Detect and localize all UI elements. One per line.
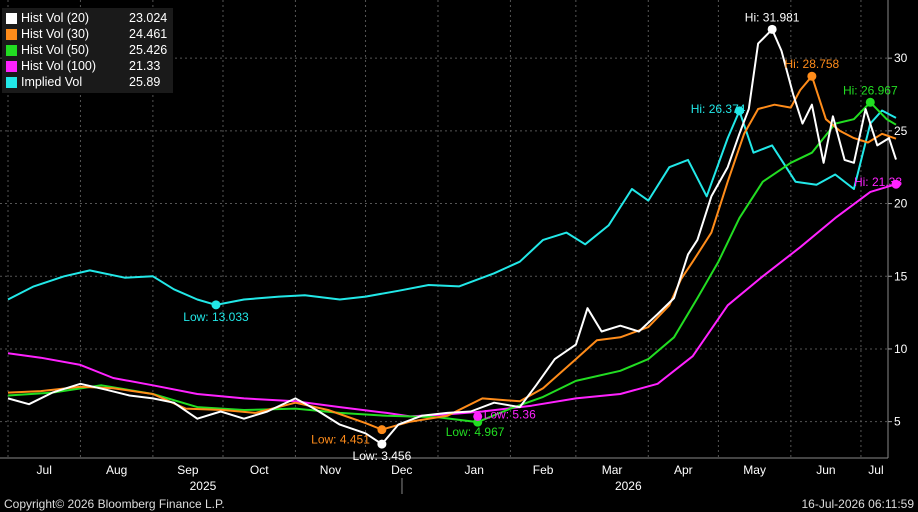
y-tick-label: 30 xyxy=(894,51,908,65)
annotation-label: Low: 5.36 xyxy=(484,407,536,421)
copyright-text: Copyright© 2026 Bloomberg Finance L.P. xyxy=(4,497,225,511)
series-line-4 xyxy=(7,109,897,306)
legend-series-name: Hist Vol (50) xyxy=(21,43,90,57)
annotation-label: Low: 4.967 xyxy=(446,425,505,439)
x-tick-label: Mar xyxy=(602,463,623,477)
legend-series-name: Hist Vol (30) xyxy=(21,27,90,41)
legend-series-value: 21.33 xyxy=(129,59,161,73)
x-tick-label: Sep xyxy=(177,463,199,477)
series-line-1 xyxy=(7,75,897,431)
annotation-marker xyxy=(211,300,221,310)
annotation-label: Hi: 28.758 xyxy=(785,57,840,71)
x-tick-label: Feb xyxy=(533,463,554,477)
legend-entry: Hist Vol (50) 25.426 xyxy=(6,42,167,58)
x-tick-label: Dec xyxy=(391,463,412,477)
annotation-label: Low: 4.451 xyxy=(311,433,370,447)
legend-series-name: Implied Vol xyxy=(21,75,83,89)
annotations: Hi: 31.981 Low: 3.456 Hi: 28.758 Low: 4.451… xyxy=(183,10,902,463)
annotation-marker xyxy=(807,71,817,81)
legend-series-value: 23.024 xyxy=(129,11,168,25)
legend-series-value: 25.426 xyxy=(129,43,168,57)
x-tick-label: Jul xyxy=(868,463,883,477)
legend-series-name: Hist Vol (100) xyxy=(21,59,97,73)
annotation-marker xyxy=(865,97,875,107)
annotation-label: Low: 3.456 xyxy=(353,449,412,463)
x-tick-label: Jul xyxy=(37,463,52,477)
annotation-marker xyxy=(377,425,387,435)
annotation-label: Hi: 31.981 xyxy=(745,10,800,24)
legend-entry: Hist Vol (100) 21.33 xyxy=(6,58,167,74)
legend-swatch xyxy=(6,28,17,40)
annotation-label: Low: 13.033 xyxy=(183,310,249,324)
y-tick-label: 25 xyxy=(894,124,908,138)
annotation-marker xyxy=(891,179,901,189)
series-line-0 xyxy=(7,28,897,446)
legend-series-value: 25.89 xyxy=(129,75,161,89)
x-tick-label: Jun xyxy=(816,463,835,477)
x-tick-label: Oct xyxy=(250,463,269,477)
x-tick-label: Aug xyxy=(106,463,127,477)
y-tick-label: 10 xyxy=(894,342,908,356)
annotation-marker xyxy=(734,106,744,116)
series-lines xyxy=(7,28,897,446)
year-label: 2025 xyxy=(190,479,217,493)
series-line-3 xyxy=(7,183,897,418)
legend-series-name: Hist Vol (20) xyxy=(21,11,90,25)
y-tick-label: 15 xyxy=(894,269,908,283)
y-tick-label: 20 xyxy=(894,197,908,211)
x-tick-label: Jan xyxy=(465,463,484,477)
annotation-label: Hi: 26.374 xyxy=(691,102,746,116)
legend-swatch xyxy=(6,44,17,56)
timestamp-text: 16-Jul-2026 06:11:59 xyxy=(801,497,914,511)
legend-swatch xyxy=(6,12,17,24)
year-label: 2026 xyxy=(615,479,642,493)
legend-entry: Hist Vol (30) 24.461 xyxy=(6,26,167,42)
y-tick-label: 5 xyxy=(894,415,901,429)
legend-swatch xyxy=(6,76,17,88)
x-tick-label: May xyxy=(743,463,766,477)
legend: Hist Vol (20) 23.024 Hist Vol (30) 24.461 Hi… xyxy=(2,8,174,93)
legend-entry: Hist Vol (20) 23.024 xyxy=(6,10,167,26)
annotation-marker xyxy=(473,411,483,421)
legend-series-value: 24.461 xyxy=(129,27,168,41)
annotation-label: Hi: 26.967 xyxy=(843,83,898,97)
annotation-marker xyxy=(377,439,387,449)
legend-swatch xyxy=(6,60,17,72)
legend-entry: Implied Vol 25.89 xyxy=(6,74,167,90)
annotation-marker xyxy=(767,24,777,34)
annotation-label: Hi: 21.33 xyxy=(854,175,902,189)
x-tick-label: Nov xyxy=(320,463,341,477)
x-tick-label: Apr xyxy=(674,463,693,477)
series-line-2 xyxy=(7,101,897,424)
